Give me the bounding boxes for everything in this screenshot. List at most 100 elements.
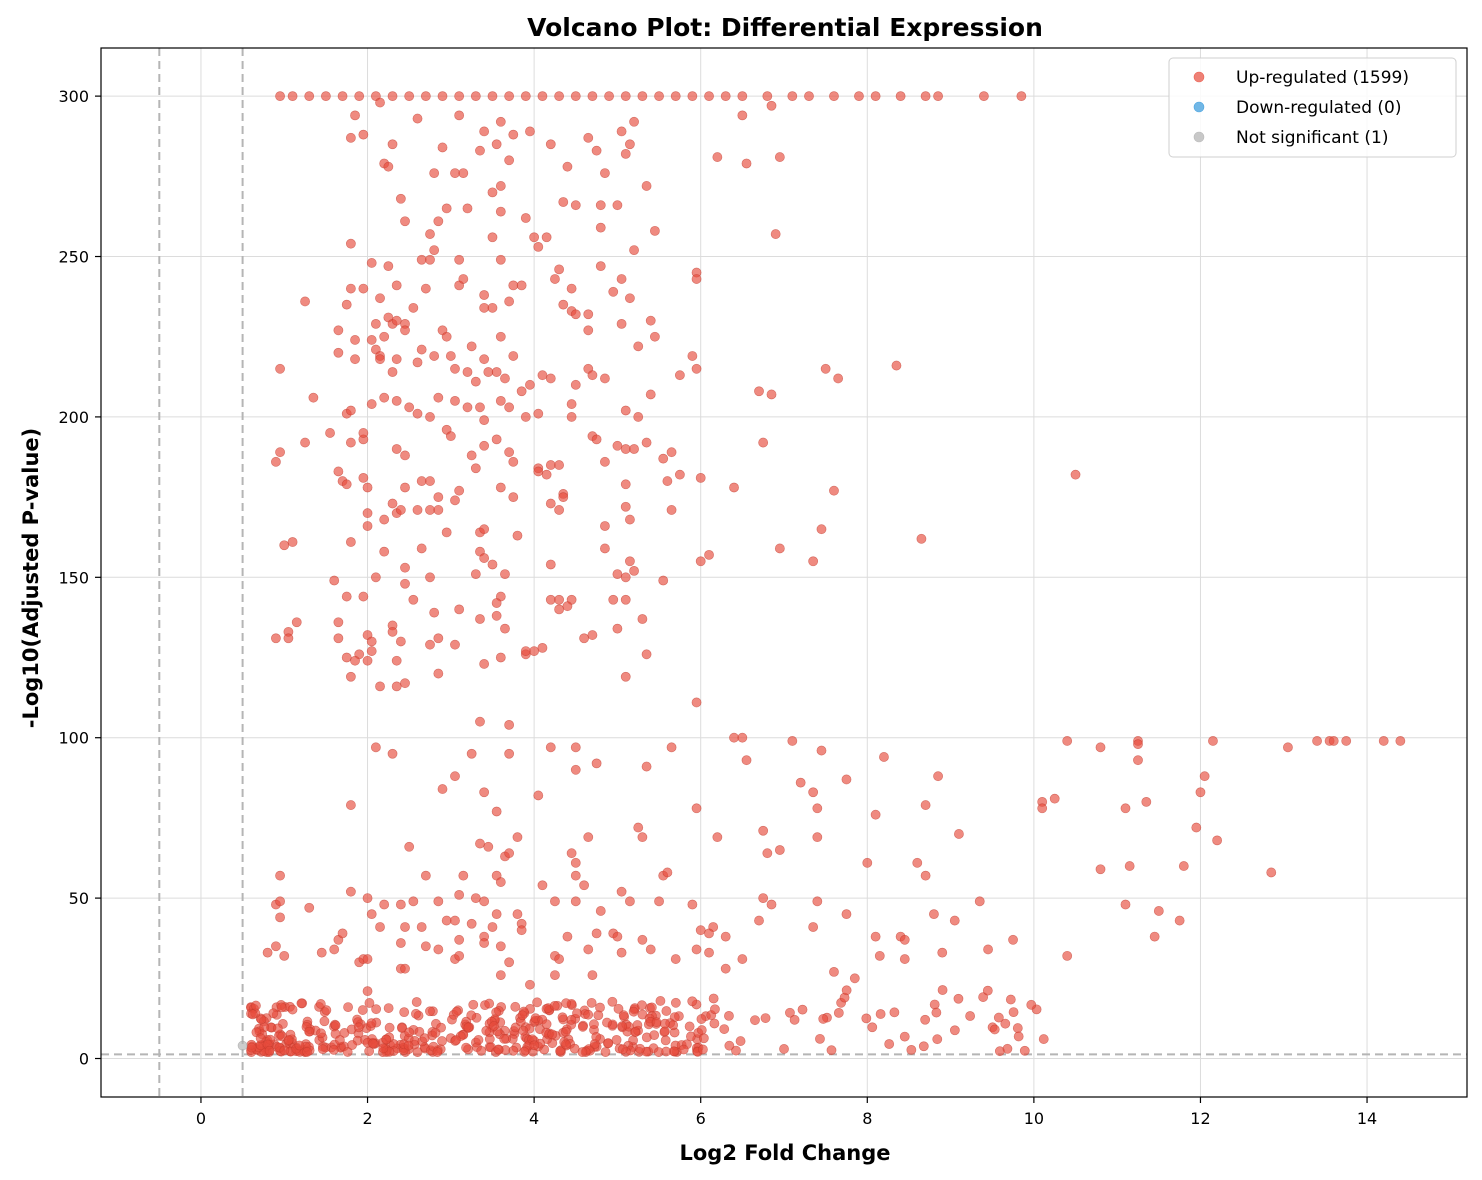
data-point-up-regulated — [633, 822, 644, 833]
data-point-up-regulated — [366, 399, 377, 409]
data-point-up-regulated — [616, 318, 627, 329]
data-point-up-regulated — [487, 559, 498, 570]
data-point-up-regulated — [325, 428, 335, 438]
data-point-up-regulated — [441, 331, 452, 342]
data-point-up-regulated — [637, 934, 648, 945]
data-point-up-regulated — [441, 527, 452, 538]
data-point-up-regulated — [620, 572, 631, 583]
data-point-up-regulated — [279, 950, 290, 961]
data-point-up-regulated — [833, 1007, 844, 1018]
data-point-up-regulated — [529, 646, 540, 656]
data-point-up-regulated — [895, 91, 906, 102]
data-point-up-regulated — [774, 543, 785, 554]
data-point-up-regulated — [479, 524, 490, 535]
data-point-up-regulated — [437, 142, 448, 153]
data-point-up-regulated — [670, 997, 681, 1008]
data-point-up-regulated — [566, 399, 577, 409]
data-point-up-regulated — [993, 1012, 1004, 1023]
data-point-up-regulated — [425, 476, 435, 486]
data-point-up-regulated — [350, 110, 360, 121]
data-point-up-regulated — [495, 877, 506, 887]
data-point-up-regulated — [495, 652, 506, 663]
data-point-up-regulated — [475, 145, 485, 156]
data-point-up-regulated — [504, 402, 515, 413]
data-point-up-regulated — [554, 460, 565, 470]
data-point-up-regulated — [549, 1000, 560, 1011]
data-point-up-regulated — [629, 245, 639, 256]
data-point-up-regulated — [429, 168, 440, 179]
data-point-up-regulated — [441, 915, 452, 926]
data-point-up-regulated — [520, 646, 531, 656]
data-point-up-regulated — [462, 203, 473, 214]
data-point-up-regulated — [321, 1005, 332, 1016]
data-point-up-regulated — [954, 829, 964, 839]
data-point-up-regulated — [519, 1046, 530, 1057]
data-point-up-regulated — [570, 742, 581, 753]
data-point-up-regulated — [1191, 822, 1202, 833]
data-point-up-regulated — [379, 899, 390, 910]
data-point-up-regulated — [479, 302, 490, 313]
data-point-up-regulated — [1395, 736, 1406, 746]
data-point-up-regulated — [929, 909, 939, 920]
data-point-up-regulated — [616, 947, 627, 958]
data-point-up-regulated — [637, 832, 648, 843]
data-point-up-regulated — [595, 906, 606, 916]
data-point-up-regulated — [899, 1031, 910, 1042]
data-point-up-regulated — [708, 993, 719, 1004]
data-point-up-regulated — [965, 1011, 976, 1021]
data-point-up-regulated — [429, 351, 440, 361]
data-point-up-regulated — [545, 139, 556, 150]
data-point-up-regulated — [473, 1035, 484, 1045]
data-point-up-regulated — [724, 1010, 734, 1021]
data-point-up-regulated — [412, 113, 423, 124]
data-point-up-regulated — [479, 440, 490, 451]
data-point-up-regulated — [645, 944, 656, 955]
data-point-up-regulated — [698, 1044, 708, 1055]
data-point-up-regulated — [400, 578, 410, 589]
data-point-up-regulated — [358, 283, 369, 294]
data-point-up-regulated — [479, 290, 490, 300]
data-point-up-regulated — [586, 997, 597, 1008]
data-point-up-regulated — [504, 296, 515, 307]
data-point-up-regulated — [797, 1004, 808, 1015]
data-point-up-regulated — [247, 1009, 258, 1020]
x-axis-ticks: 0 2 4 6 8 10 12 14 — [196, 1097, 1377, 1128]
data-point-up-regulated — [425, 572, 435, 583]
data-point-up-regulated — [371, 1004, 382, 1015]
data-point-up-regulated — [1378, 736, 1389, 746]
data-point-up-regulated — [899, 954, 910, 964]
data-point-up-regulated — [470, 463, 481, 474]
data-point-up-regulated — [1266, 867, 1277, 878]
data-point-up-regulated — [316, 1028, 326, 1039]
data-point-up-regulated — [766, 100, 777, 111]
data-point-up-regulated — [651, 1017, 662, 1028]
data-point-up-regulated — [583, 309, 594, 320]
data-point-up-regulated — [414, 1026, 425, 1037]
y-axis-label: -Log10(Adjusted P-value) — [19, 428, 43, 729]
data-point-up-regulated — [691, 697, 702, 708]
data-point-up-regulated — [620, 405, 631, 416]
data-point-up-regulated — [479, 415, 490, 426]
data-point-up-regulated — [379, 331, 390, 342]
data-point-up-regulated — [420, 941, 431, 952]
data-point-up-regulated — [532, 997, 543, 1008]
data-point-up-regulated — [1120, 899, 1131, 910]
data-point-up-regulated — [570, 309, 581, 320]
data-point-up-regulated — [1095, 742, 1106, 753]
data-point-up-regulated — [458, 870, 469, 881]
data-point-up-regulated — [483, 841, 494, 852]
data-point-up-regulated — [366, 335, 377, 345]
data-point-up-regulated — [670, 954, 681, 964]
data-point-up-regulated — [487, 922, 498, 932]
data-point-up-regulated — [602, 1017, 612, 1028]
data-point-up-regulated — [558, 197, 569, 207]
data-point-up-regulated — [562, 601, 573, 612]
data-point-up-regulated — [616, 274, 627, 284]
data-point-up-regulated — [333, 347, 344, 358]
data-point-up-regulated — [932, 1034, 943, 1045]
data-point-up-regulated — [251, 1000, 261, 1011]
data-point-up-regulated — [611, 1034, 622, 1045]
data-point-up-regulated — [268, 1008, 279, 1019]
data-point-up-regulated — [416, 344, 427, 355]
data-point-up-regulated — [570, 91, 581, 102]
